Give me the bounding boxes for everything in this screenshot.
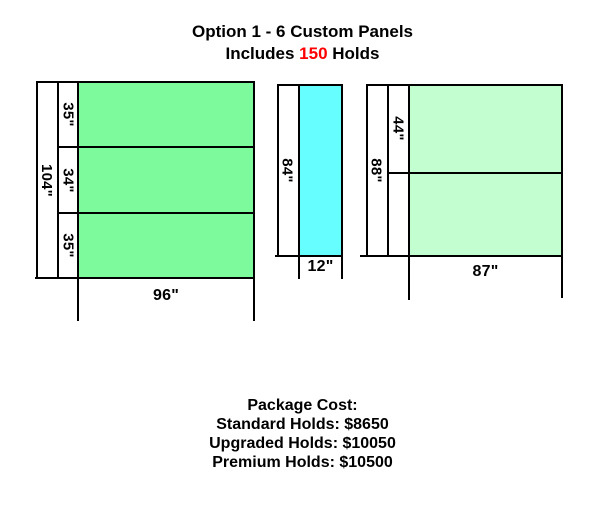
dim-label-96: 96" bbox=[153, 287, 179, 304]
holds-count: 150 bbox=[299, 44, 328, 63]
right-panel-right-edge-line bbox=[561, 84, 563, 298]
left-bottom-border-line bbox=[35, 277, 255, 279]
dim-label-84: 84" bbox=[278, 157, 296, 183]
cost-upgraded: Upgraded Holds: $10050 bbox=[209, 435, 396, 452]
left-top-border-line bbox=[36, 81, 255, 83]
left-total-height-dim-line bbox=[36, 81, 38, 279]
subtitle-prefix: Includes bbox=[225, 44, 300, 63]
left-panel-fill bbox=[79, 83, 253, 277]
middle-top-border-line bbox=[277, 84, 343, 86]
dim-label-88: 88" bbox=[367, 157, 385, 183]
right-bottom-border-line bbox=[360, 255, 563, 257]
dim-label-87: 87" bbox=[472, 263, 499, 280]
subtitle-suffix: Holds bbox=[327, 44, 380, 63]
middle-bottom-border-line bbox=[275, 255, 343, 257]
left-panel-divider-line-2 bbox=[57, 212, 255, 214]
left-panel-divider-line-1 bbox=[57, 146, 255, 148]
right-panel-left-edge-line bbox=[408, 84, 410, 300]
page-title: Option 1 - 6 Custom Panels bbox=[191, 22, 414, 41]
middle-panel-left-edge-line bbox=[298, 84, 300, 279]
middle-panel-right-edge-line bbox=[341, 84, 343, 279]
dim-label-35-bottom: 35" bbox=[59, 233, 77, 258]
package-cost-block: Package Cost: Standard Holds: $8650 Upgr… bbox=[0, 396, 605, 472]
dim-label-34: 34" bbox=[59, 167, 77, 193]
right-panel-divider-line bbox=[387, 172, 563, 174]
middle-panel-fill bbox=[300, 86, 341, 255]
right-top-border-line bbox=[366, 84, 563, 86]
dim-label-104: 104" bbox=[37, 163, 55, 197]
cost-standard: Standard Holds: $8650 bbox=[216, 416, 389, 433]
left-panel-left-edge-line bbox=[77, 81, 79, 321]
package-cost-heading: Package Cost: bbox=[247, 397, 358, 414]
right-total-height-dim-line bbox=[366, 84, 368, 257]
dim-label-35-top: 35" bbox=[59, 102, 77, 127]
dim-label-12: 12" bbox=[307, 258, 334, 275]
left-panel-right-edge-line bbox=[253, 81, 255, 321]
page-subtitle: Includes 150 Holds bbox=[0, 43, 605, 64]
right-panel-fill bbox=[410, 86, 561, 255]
left-section-dim-line bbox=[57, 81, 59, 279]
cost-premium: Premium Holds: $10500 bbox=[212, 454, 393, 471]
middle-height-dim-line bbox=[277, 84, 279, 257]
right-section-dim-line bbox=[387, 84, 389, 257]
dim-label-44: 44" bbox=[389, 115, 407, 141]
